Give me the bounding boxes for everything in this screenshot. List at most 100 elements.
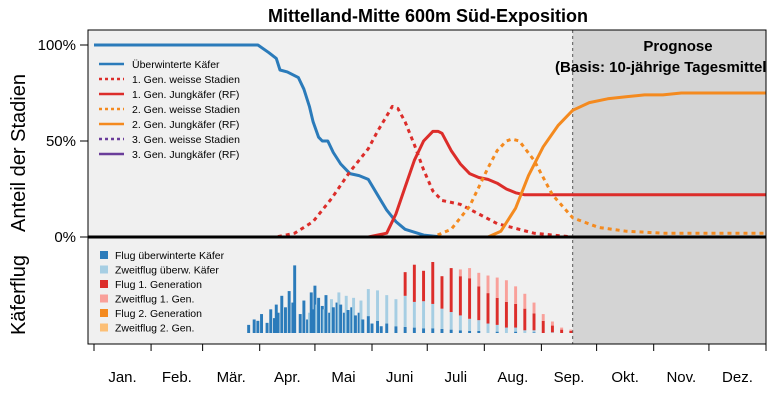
flight-bar: [477, 320, 481, 331]
flight-bar: [274, 304, 278, 333]
y-tick-label: 0%: [54, 229, 76, 246]
flight-bar: [370, 323, 374, 333]
flight-bar: [311, 309, 315, 333]
flight-bar: [317, 297, 321, 333]
flight-bar: [449, 329, 453, 333]
flight-bar: [514, 327, 518, 332]
x-tick-label: Apr.: [274, 369, 301, 386]
flight-bar: [440, 276, 444, 309]
flight-bar: [468, 278, 472, 319]
flight-bar: [458, 276, 462, 316]
flight-bar: [309, 292, 313, 333]
flight-bar: [486, 293, 490, 324]
x-tick-label: Nov.: [666, 369, 696, 386]
flight-bar: [458, 269, 462, 277]
legend-label: 2. Gen. Jungkäfer (RF): [132, 119, 239, 131]
legend-label: Zweitflug überw. Käfer: [115, 265, 219, 277]
legend-swatch: [100, 323, 108, 332]
flight-bar: [394, 299, 398, 327]
flight-bar: [541, 320, 545, 333]
x-tick-label: Sep.: [554, 369, 585, 386]
x-tick-label: Mai: [331, 369, 355, 386]
flight-bar: [550, 321, 554, 326]
forecast-sublabel: (Basis: 10-jährige Tagesmittel): [555, 59, 770, 76]
flight-bars: [247, 262, 573, 333]
y-axis-label-bottom: Käferflug: [8, 255, 30, 335]
y-tick-label: 50%: [46, 133, 76, 150]
x-tick-label: Jan.: [108, 369, 136, 386]
flight-bar: [353, 315, 357, 333]
flight-bar: [440, 308, 444, 329]
series-line: [94, 137, 766, 239]
flight-bar: [247, 324, 251, 333]
series-line: [94, 91, 766, 239]
flight-bar: [272, 318, 276, 333]
forecast-sublabel-clip: (Basis: 10-jährige Tagesmittel): [555, 59, 770, 76]
flight-bar: [315, 304, 319, 333]
flight-bar: [412, 327, 416, 333]
series-line: [94, 104, 766, 239]
flight-bar: [477, 286, 481, 321]
flight-bar: [440, 328, 444, 333]
flight-bar: [504, 280, 508, 302]
chart-title: Mittelland-Mitte 600m Süd-Exposition: [268, 6, 588, 26]
y-axis-label-top: Anteil der Stadien: [8, 74, 30, 232]
forecast-label: Prognose: [643, 38, 712, 55]
flight-bar: [495, 297, 499, 325]
flight-bar: [468, 318, 472, 331]
flight-bar: [523, 293, 527, 309]
x-axis: Jan. Feb. Mär. Apr. Mai Juni Juli Aug. Sep. Okt. N…: [88, 343, 767, 386]
flight-bar: [313, 285, 317, 333]
flight-bar: [357, 312, 361, 333]
flight-bar: [449, 312, 453, 330]
flight-bar: [331, 307, 335, 333]
flight-bar: [385, 323, 389, 333]
legend-label: Flug überwinterte Käfer: [115, 250, 225, 262]
flight-bar: [366, 316, 370, 333]
legend-lines: Überwinterte Käfer 1. Gen. weisse Stadien…: [99, 59, 240, 161]
flight-bar: [431, 328, 435, 333]
flight-bar: [265, 322, 269, 333]
flight-bar: [458, 330, 462, 333]
flight-bar: [352, 297, 356, 333]
y-tick-label: 100%: [38, 37, 76, 54]
flight-bar: [403, 295, 407, 327]
flight-bar: [350, 307, 354, 333]
x-tick-label: Okt.: [611, 369, 639, 386]
x-tick-label: Juni: [386, 369, 414, 386]
flight-bar: [284, 307, 287, 333]
flight-bar: [330, 299, 333, 333]
flight-bar: [495, 277, 499, 298]
flight-bar: [449, 268, 453, 313]
flight-bar: [359, 300, 363, 333]
x-tick-label: Dez.: [722, 369, 753, 386]
x-tick-label: Juli: [445, 369, 468, 386]
flight-bar: [342, 312, 346, 333]
legend-swatch: [100, 280, 108, 288]
legend-flight: Flug überwinterte Käfer Zweitflug überw. …: [100, 250, 225, 335]
forecast-region: [572, 30, 766, 344]
y-axis: 100% 50% 0%: [38, 37, 88, 246]
flight-bar: [422, 270, 426, 302]
series-line: [94, 43, 766, 239]
flight-bar: [495, 331, 499, 333]
flight-bar: [276, 312, 280, 333]
legend-label: Überwinterte Käfer: [132, 59, 220, 71]
flight-bar: [335, 302, 339, 333]
flight-bar: [431, 262, 435, 304]
flight-bar: [403, 272, 407, 296]
flight-bar: [541, 314, 545, 321]
flight-bar: [523, 308, 527, 331]
flight-bar: [344, 295, 348, 333]
legend-label: 3. Gen. weisse Stadien: [132, 134, 240, 146]
flight-bar: [458, 315, 462, 331]
flight-bar: [532, 330, 536, 333]
flight-bar: [477, 272, 481, 287]
legend-swatch: [100, 251, 108, 259]
flight-bar: [422, 301, 426, 329]
flight-bar: [477, 330, 481, 333]
flight-bar: [495, 324, 499, 332]
flight-bar: [339, 304, 343, 333]
flight-bar: [550, 332, 554, 333]
legend-label: 1. Gen. Jungkäfer (RF): [132, 89, 239, 101]
